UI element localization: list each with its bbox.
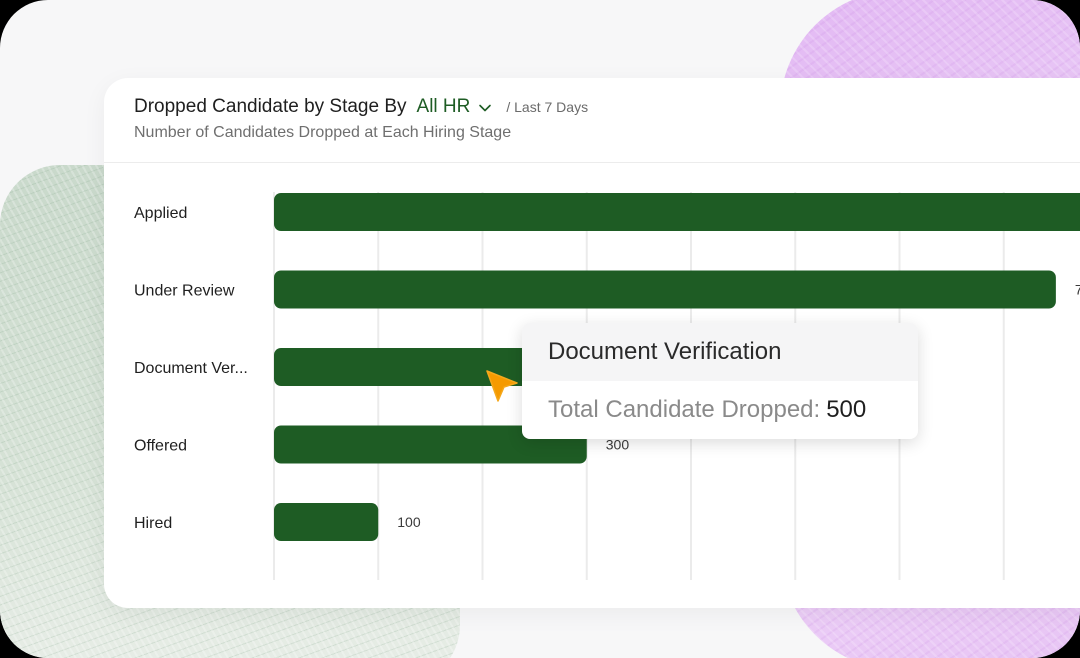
time-period-label: / Last 7 Days — [506, 99, 589, 115]
hr-filter-dropdown[interactable]: All HR — [417, 96, 493, 118]
category-label: Document Ver... — [134, 360, 248, 377]
tooltip-label: Total Candidate Dropped: — [548, 396, 821, 423]
hr-filter-label: All HR — [416, 96, 471, 117]
value-label: 750 — [1075, 282, 1080, 298]
card-header: Dropped Candidate by Stage By All HR / L… — [134, 96, 1080, 142]
category-label: Hired — [134, 515, 172, 532]
category-label: Applied — [134, 205, 187, 222]
tooltip-title: Document Verification — [522, 323, 918, 381]
chart-tooltip: Document Verification Total Candidate Dr… — [522, 323, 918, 439]
title-row: Dropped Candidate by Stage By All HR / L… — [134, 96, 1080, 118]
bar — [274, 425, 587, 464]
chevron-down-icon — [479, 104, 492, 112]
bar — [274, 270, 1056, 309]
bar — [274, 193, 1080, 231]
value-label: 100 — [397, 514, 421, 530]
header-divider — [104, 162, 1080, 163]
cursor-arrow-icon — [486, 370, 518, 402]
card-title: Dropped Candidate by Stage By — [134, 96, 407, 117]
value-label: 300 — [606, 437, 630, 453]
tooltip-body: Total Candidate Dropped: 500 — [522, 381, 918, 439]
bar — [274, 503, 379, 541]
category-label: Under Review — [134, 283, 235, 300]
card-subtitle: Number of Candidates Dropped at Each Hir… — [134, 124, 512, 141]
chart-card: Dropped Candidate by Stage By All HR / L… — [104, 78, 1080, 608]
category-label: Offered — [134, 438, 187, 455]
tooltip-value: 500 — [826, 396, 867, 423]
